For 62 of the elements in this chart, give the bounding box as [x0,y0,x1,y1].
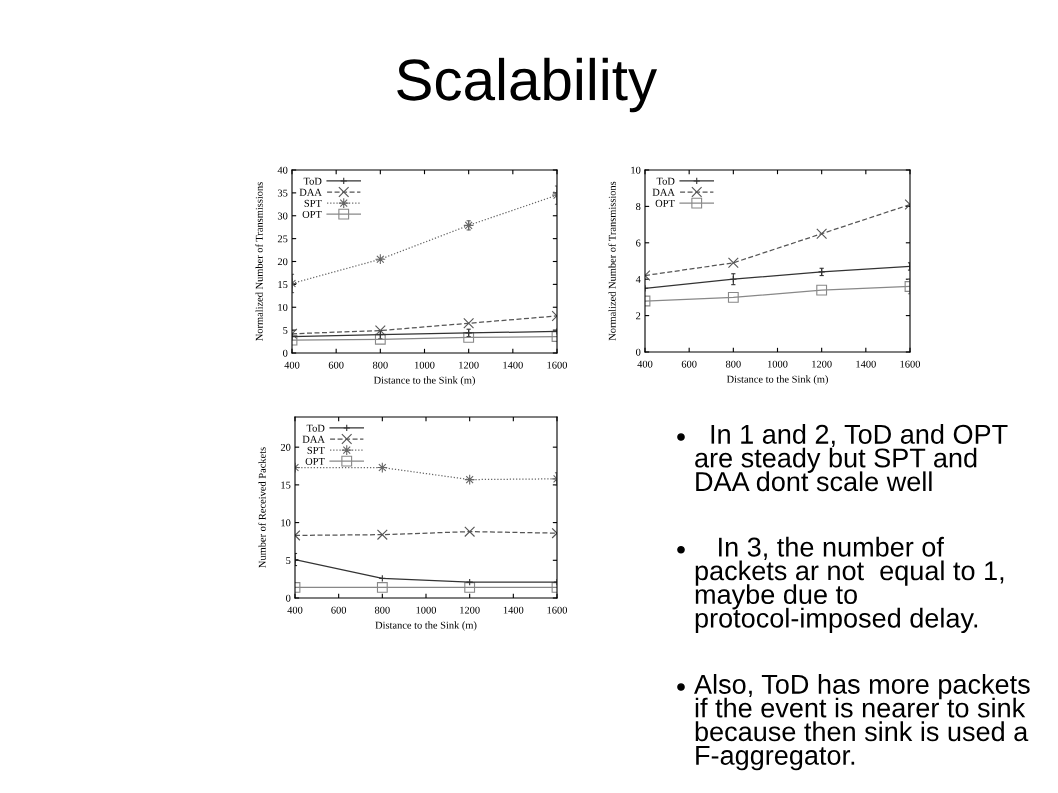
x-tick-label: 1600 [900,360,921,368]
legend-label: DAA [302,435,325,443]
x-tick-label: 1600 [547,606,568,614]
y-tick-label: 10 [281,519,291,527]
x-tick-label: 1200 [812,360,832,368]
x-tick-label: 1000 [415,361,435,369]
y-tick-label: 20 [280,443,291,451]
legend-label: ToD [303,177,322,185]
x-tick-label: 600 [681,360,697,368]
x-axis-title: Distance to the Sink (m) [375,621,477,631]
y-tick-label: 20 [277,258,288,266]
y-tick-label: 5 [286,557,291,565]
y-axis-title: Number of Received Packets [258,447,266,568]
y-axis-title: Normalized Number of Transmissions [255,182,263,341]
text: Scalability [397,57,658,113]
y-axis-title: Normalized Number of Transmissions [608,181,616,341]
legend-label: OPT [655,199,675,207]
x-tick-label: 400 [637,360,653,368]
x-tick-label: 800 [725,360,741,368]
x-tick-label: 1400 [856,360,876,368]
x-tick-label: 400 [284,361,300,369]
y-tick-label: 0 [636,348,641,356]
x-tick-label: 1400 [503,361,523,369]
x-tick-label: 1600 [547,361,568,369]
y-tick-label: 0 [286,594,291,602]
legend-label: OPT [302,210,322,218]
x-tick-label: 1200 [460,606,480,614]
y-tick-label: 6 [636,239,641,247]
y-tick-label: 10 [278,303,288,311]
x-tick-label: 1000 [768,360,788,368]
y-tick-label: 40 [277,166,288,174]
x-tick-label: 1400 [503,606,524,614]
y-tick-label: 5 [283,326,288,334]
y-tick-label: 15 [278,281,288,289]
y-tick-label: 25 [277,235,288,243]
y-tick-label: 30 [277,212,288,220]
x-axis-title: Distance to the Sink (m) [726,375,828,385]
x-tick-label: 800 [374,606,390,614]
y-tick-label: 10 [631,166,641,174]
x-axis-title: Distance to the Sink (m) [373,376,475,386]
legend-label: ToD [306,424,325,432]
y-tick-label: 4 [635,275,641,283]
legend-label: OPT [305,457,325,465]
x-tick-label: 600 [328,361,344,369]
y-tick-label: 35 [277,189,288,197]
text: In 1 and 2, ToD and OPT are steady but SPT and DAA dont scale well [695,424,1008,492]
x-tick-label: 1200 [459,361,479,369]
y-tick-label: 2 [636,312,641,320]
y-tick-label: 15 [281,481,291,489]
x-tick-label: 600 [331,606,347,614]
legend-label: SPT [304,199,322,207]
legend-label: DAA [652,188,675,196]
legend-label: ToD [656,177,675,185]
text: In 3, the number of packets ar not equal to 1, maybe due to protocol-imposed delay. [695,536,1004,634]
y-tick-label: 8 [636,203,641,211]
text: Also, ToD has more packets if the event is nearer to sink because then sink is used a F-aggregator. [694,674,1030,771]
x-tick-label: 1000 [416,606,437,614]
legend-label: DAA [299,188,322,196]
x-tick-label: 400 [287,606,303,614]
y-tick-label: 0 [283,349,288,357]
legend-label: SPT [307,446,325,454]
x-tick-label: 800 [372,361,388,369]
